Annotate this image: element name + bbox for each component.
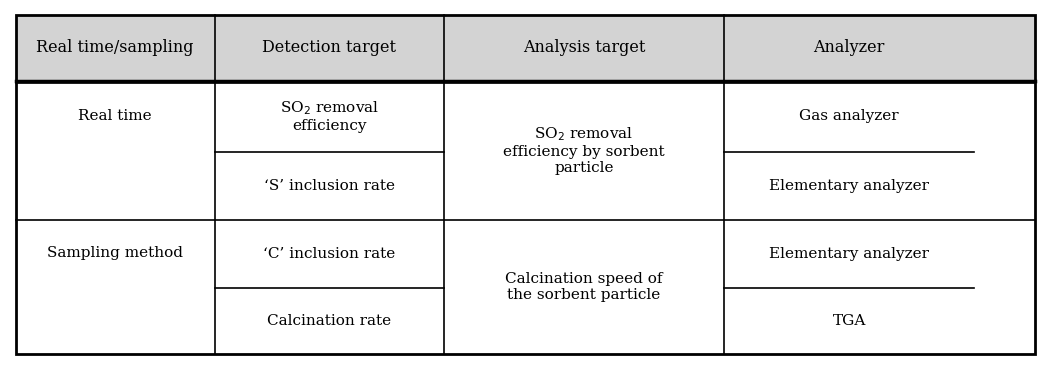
Text: Calcination rate: Calcination rate: [267, 314, 391, 328]
Text: Analysis target: Analysis target: [523, 39, 645, 56]
Text: ‘C’ inclusion rate: ‘C’ inclusion rate: [263, 247, 395, 261]
Text: Real time: Real time: [79, 110, 152, 123]
Text: Detection target: Detection target: [263, 39, 396, 56]
Text: Elementary analyzer: Elementary analyzer: [769, 247, 929, 261]
Text: Calcination speed of
the sorbent particle: Calcination speed of the sorbent particl…: [506, 272, 663, 302]
Text: Sampling method: Sampling method: [47, 246, 183, 260]
Text: Gas analyzer: Gas analyzer: [800, 110, 899, 123]
Text: Real time/sampling: Real time/sampling: [37, 39, 194, 56]
Text: Elementary analyzer: Elementary analyzer: [769, 179, 929, 193]
Text: ‘S’ inclusion rate: ‘S’ inclusion rate: [264, 179, 395, 193]
Text: SO$_2$ removal
efficiency: SO$_2$ removal efficiency: [280, 100, 379, 133]
Text: TGA: TGA: [832, 314, 866, 328]
Text: SO$_2$ removal
efficiency by sorbent
particle: SO$_2$ removal efficiency by sorbent par…: [503, 125, 665, 176]
Bar: [16, 15, 1035, 81]
Text: Analyzer: Analyzer: [813, 39, 885, 56]
